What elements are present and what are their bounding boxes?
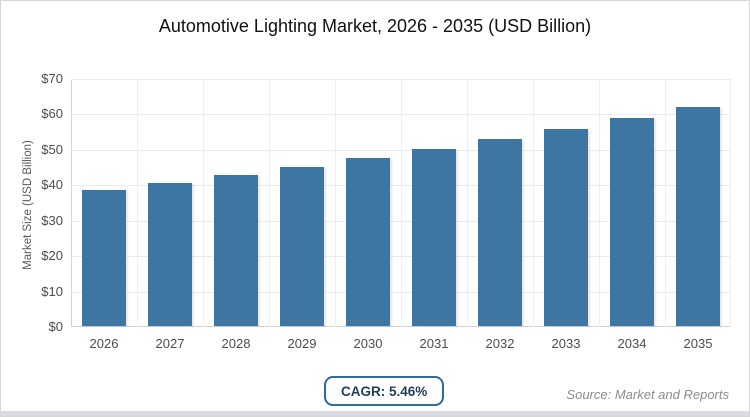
x-tick-label: 2031 (419, 336, 449, 351)
bar-2035 (676, 107, 720, 326)
bar-2028 (214, 175, 258, 326)
gridline-v (401, 79, 402, 327)
cagr-badge: CAGR: 5.46% (324, 376, 445, 406)
y-tick-label: $0 (48, 319, 63, 334)
x-tick-label: 2034 (617, 336, 647, 351)
bar-2031 (412, 149, 456, 326)
source-note: Source: Market and Reports (566, 387, 729, 402)
bar-2030 (346, 158, 390, 326)
cagr-label: CAGR: 5.46% (341, 383, 428, 399)
gridline-v (269, 79, 270, 327)
chart-title: Automotive Lighting Market, 2026 - 2035 … (158, 16, 592, 36)
gridline-v (533, 79, 534, 327)
gridline-v (730, 79, 731, 327)
y-tick-label: $50 (41, 141, 63, 157)
bar-2034 (610, 118, 654, 326)
gridline-v (335, 79, 336, 327)
gridline-v (203, 79, 204, 327)
y-tick-label: $70 (41, 71, 63, 86)
gridline-v (467, 79, 468, 327)
x-tick-label: 2027 (155, 336, 185, 351)
bar-2032 (478, 139, 522, 326)
bar-2027 (148, 182, 192, 326)
gridline-v (137, 79, 138, 327)
bottom-strip (1, 411, 749, 416)
y-tick-label: $20 (41, 248, 63, 264)
y-axis-line (71, 79, 72, 327)
x-tick-label: 2032 (485, 336, 515, 351)
x-tick-label: 2029 (287, 336, 317, 351)
x-tick-label: 2026 (89, 336, 119, 351)
gridline-v (599, 79, 600, 327)
x-tick-label: 2028 (221, 336, 251, 351)
y-tick-label: $60 (41, 106, 63, 122)
gridline-v (665, 79, 666, 327)
x-tick-label: 2033 (551, 336, 581, 351)
y-tick-label: $40 (41, 177, 63, 193)
x-tick-label: 2030 (353, 336, 383, 351)
bar-2026 (82, 190, 126, 326)
x-tick-label: 2035 (683, 336, 713, 351)
bar-2033 (544, 129, 588, 326)
y-tick-label: $10 (41, 283, 63, 299)
y-tick-label: $30 (41, 212, 63, 228)
plot-area (71, 79, 731, 327)
bar-2029 (280, 166, 324, 326)
